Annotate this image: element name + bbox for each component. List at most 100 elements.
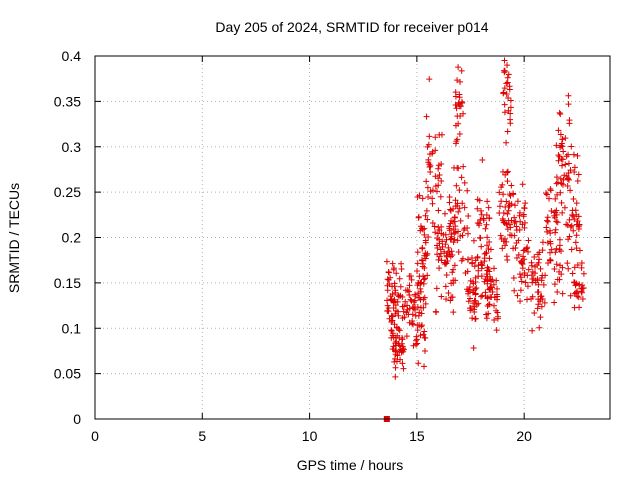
- data-point: [419, 244, 426, 251]
- data-point: [392, 287, 399, 294]
- data-point: [400, 308, 407, 315]
- data-point: [481, 258, 488, 265]
- data-point: [406, 282, 413, 289]
- data-point: [539, 239, 546, 246]
- data-point: [455, 249, 462, 256]
- data-point: [384, 276, 391, 283]
- data-point: [479, 156, 486, 163]
- data-point: [396, 327, 403, 334]
- data-point: [536, 298, 543, 305]
- data-point: [399, 303, 406, 310]
- data-point: [483, 315, 490, 322]
- data-point: [452, 89, 459, 96]
- data-point: [500, 191, 507, 198]
- data-point: [446, 227, 453, 234]
- data-point: [403, 309, 410, 316]
- data-point: [467, 307, 474, 314]
- data-point: [435, 207, 442, 214]
- data-point: [423, 252, 430, 259]
- data-point: [508, 182, 515, 189]
- data-point: [385, 276, 392, 283]
- data-point: [569, 212, 576, 219]
- data-point: [469, 289, 476, 296]
- data-point: [392, 364, 399, 371]
- data-point: [397, 283, 404, 290]
- data-point: [542, 190, 549, 197]
- data-point: [543, 191, 550, 198]
- data-point: [398, 260, 405, 267]
- data-point: [470, 344, 477, 351]
- data-point: [504, 178, 511, 185]
- data-point: [553, 174, 560, 181]
- data-point: [567, 224, 574, 231]
- data-point: [433, 188, 440, 195]
- data-point: [464, 268, 471, 275]
- data-point: [505, 204, 512, 211]
- data-point: [436, 253, 443, 260]
- data-point: [399, 343, 406, 350]
- data-point: [475, 300, 482, 307]
- data-point: [529, 327, 536, 334]
- data-point: [472, 286, 479, 293]
- data-point: [455, 64, 462, 71]
- data-point: [478, 273, 485, 280]
- data-point: [449, 269, 456, 276]
- data-point: [402, 298, 409, 305]
- data-point: [498, 235, 505, 242]
- data-point: [545, 259, 552, 266]
- data-point: [414, 249, 421, 256]
- data-point: [562, 161, 569, 168]
- data-point: [422, 212, 429, 219]
- data-point: [514, 198, 521, 205]
- data-point: [499, 181, 506, 188]
- data-point: [445, 290, 452, 297]
- data-point: [560, 148, 567, 155]
- data-point: [394, 332, 401, 339]
- data-point: [490, 281, 497, 288]
- data-point: [493, 277, 500, 284]
- data-point: [446, 248, 453, 255]
- data-point: [480, 215, 487, 222]
- data-point: [424, 250, 431, 257]
- data-point: [432, 229, 439, 236]
- data-point: [501, 69, 508, 76]
- data-point: [541, 299, 548, 306]
- data-point: [458, 174, 465, 181]
- data-point: [446, 223, 453, 230]
- data-point: [407, 273, 414, 280]
- data-point: [557, 111, 564, 118]
- data-point: [496, 203, 503, 210]
- data-point: [557, 189, 564, 196]
- data-point: [387, 296, 394, 303]
- data-point: [478, 265, 485, 272]
- data-point: [538, 303, 545, 310]
- data-point: [556, 109, 563, 116]
- data-point: [451, 262, 458, 269]
- data-point: [483, 221, 490, 228]
- data-point: [394, 298, 401, 305]
- data-point: [547, 227, 554, 234]
- data-point: [409, 304, 416, 311]
- data-point: [416, 309, 423, 316]
- data-point: [423, 178, 430, 185]
- data-point: [573, 245, 580, 252]
- data-point: [568, 143, 575, 150]
- data-point: [497, 232, 504, 239]
- data-point: [393, 324, 400, 331]
- data-point: [423, 207, 430, 214]
- data-point: [519, 265, 526, 272]
- data-point: [398, 265, 405, 272]
- data-point: [442, 241, 449, 248]
- data-point: [486, 214, 493, 221]
- data-point: [536, 249, 543, 256]
- data-point: [451, 218, 458, 225]
- data-point: [578, 260, 585, 267]
- data-point: [556, 236, 563, 243]
- data-point: [520, 253, 527, 260]
- data-point: [429, 150, 436, 157]
- data-point: [551, 266, 558, 273]
- data-point: [417, 285, 424, 292]
- data-point: [570, 151, 577, 158]
- data-point: [522, 279, 529, 286]
- data-point: [504, 169, 511, 176]
